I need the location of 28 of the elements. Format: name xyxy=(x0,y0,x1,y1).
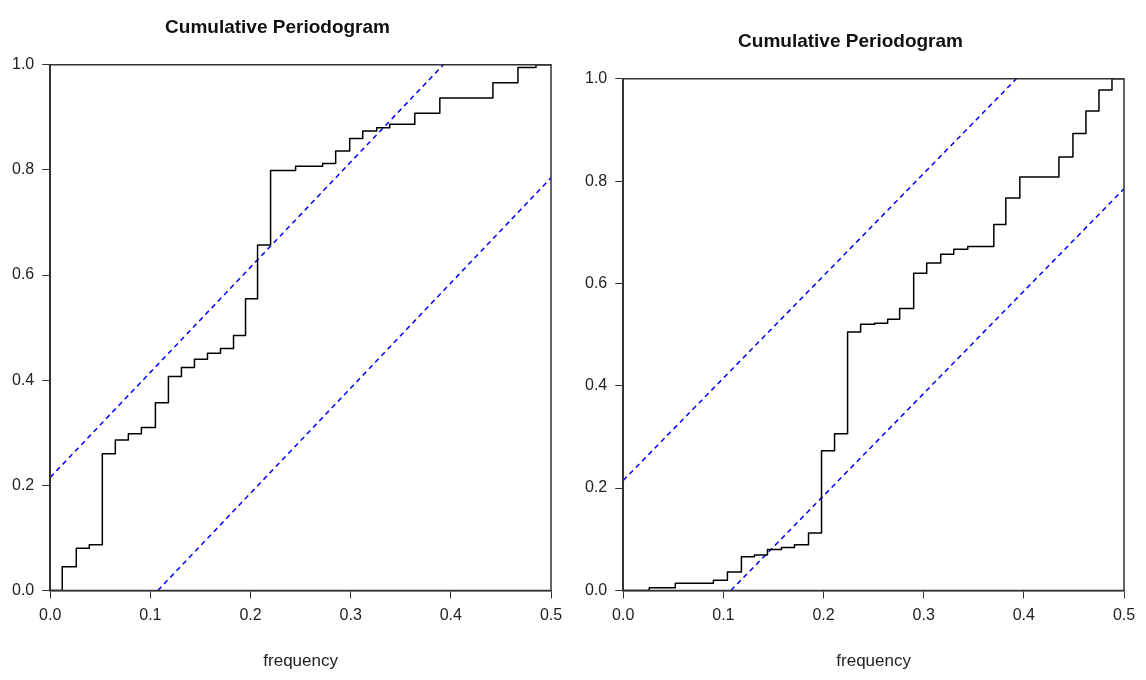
x-tick-label: 0.0 xyxy=(39,606,62,624)
x-axis-title: frequency xyxy=(836,651,912,671)
y-tick-label: 1.0 xyxy=(11,55,35,73)
x-tick-label: 0.5 xyxy=(1112,606,1136,624)
x-tick-label: 0.4 xyxy=(439,606,463,624)
y-tick-label: 0.0 xyxy=(11,580,35,598)
x-tick-label: 0.1 xyxy=(139,606,162,624)
x-tick-label: 0.4 xyxy=(1012,606,1036,624)
x-tick-label: 0.1 xyxy=(712,606,735,624)
y-tick-label: 0.4 xyxy=(584,376,608,394)
x-tick-label: 0.3 xyxy=(339,606,362,624)
y-tick-label: 1.0 xyxy=(584,69,608,87)
x-axis-title: frequency xyxy=(263,651,339,671)
x-tick-label: 0.2 xyxy=(239,606,262,624)
x-tick-label: 0.0 xyxy=(612,606,635,624)
x-tick-label: 0.3 xyxy=(912,606,935,624)
y-tick-label: 0.2 xyxy=(11,475,35,493)
y-tick-label: 0.0 xyxy=(584,580,608,598)
y-tick-label: 0.4 xyxy=(11,370,35,388)
y-tick-label: 0.2 xyxy=(584,478,608,496)
y-tick-label: 0.8 xyxy=(11,160,35,178)
chart-title: Cumulative Periodogram xyxy=(738,29,963,51)
y-tick-label: 0.8 xyxy=(584,171,608,189)
x-tick-label: 0.2 xyxy=(812,606,835,624)
y-tick-label: 0.6 xyxy=(584,273,608,291)
chart-title: Cumulative Periodogram xyxy=(165,15,390,37)
y-tick-label: 0.6 xyxy=(11,265,35,283)
x-tick-label: 0.5 xyxy=(539,606,563,624)
